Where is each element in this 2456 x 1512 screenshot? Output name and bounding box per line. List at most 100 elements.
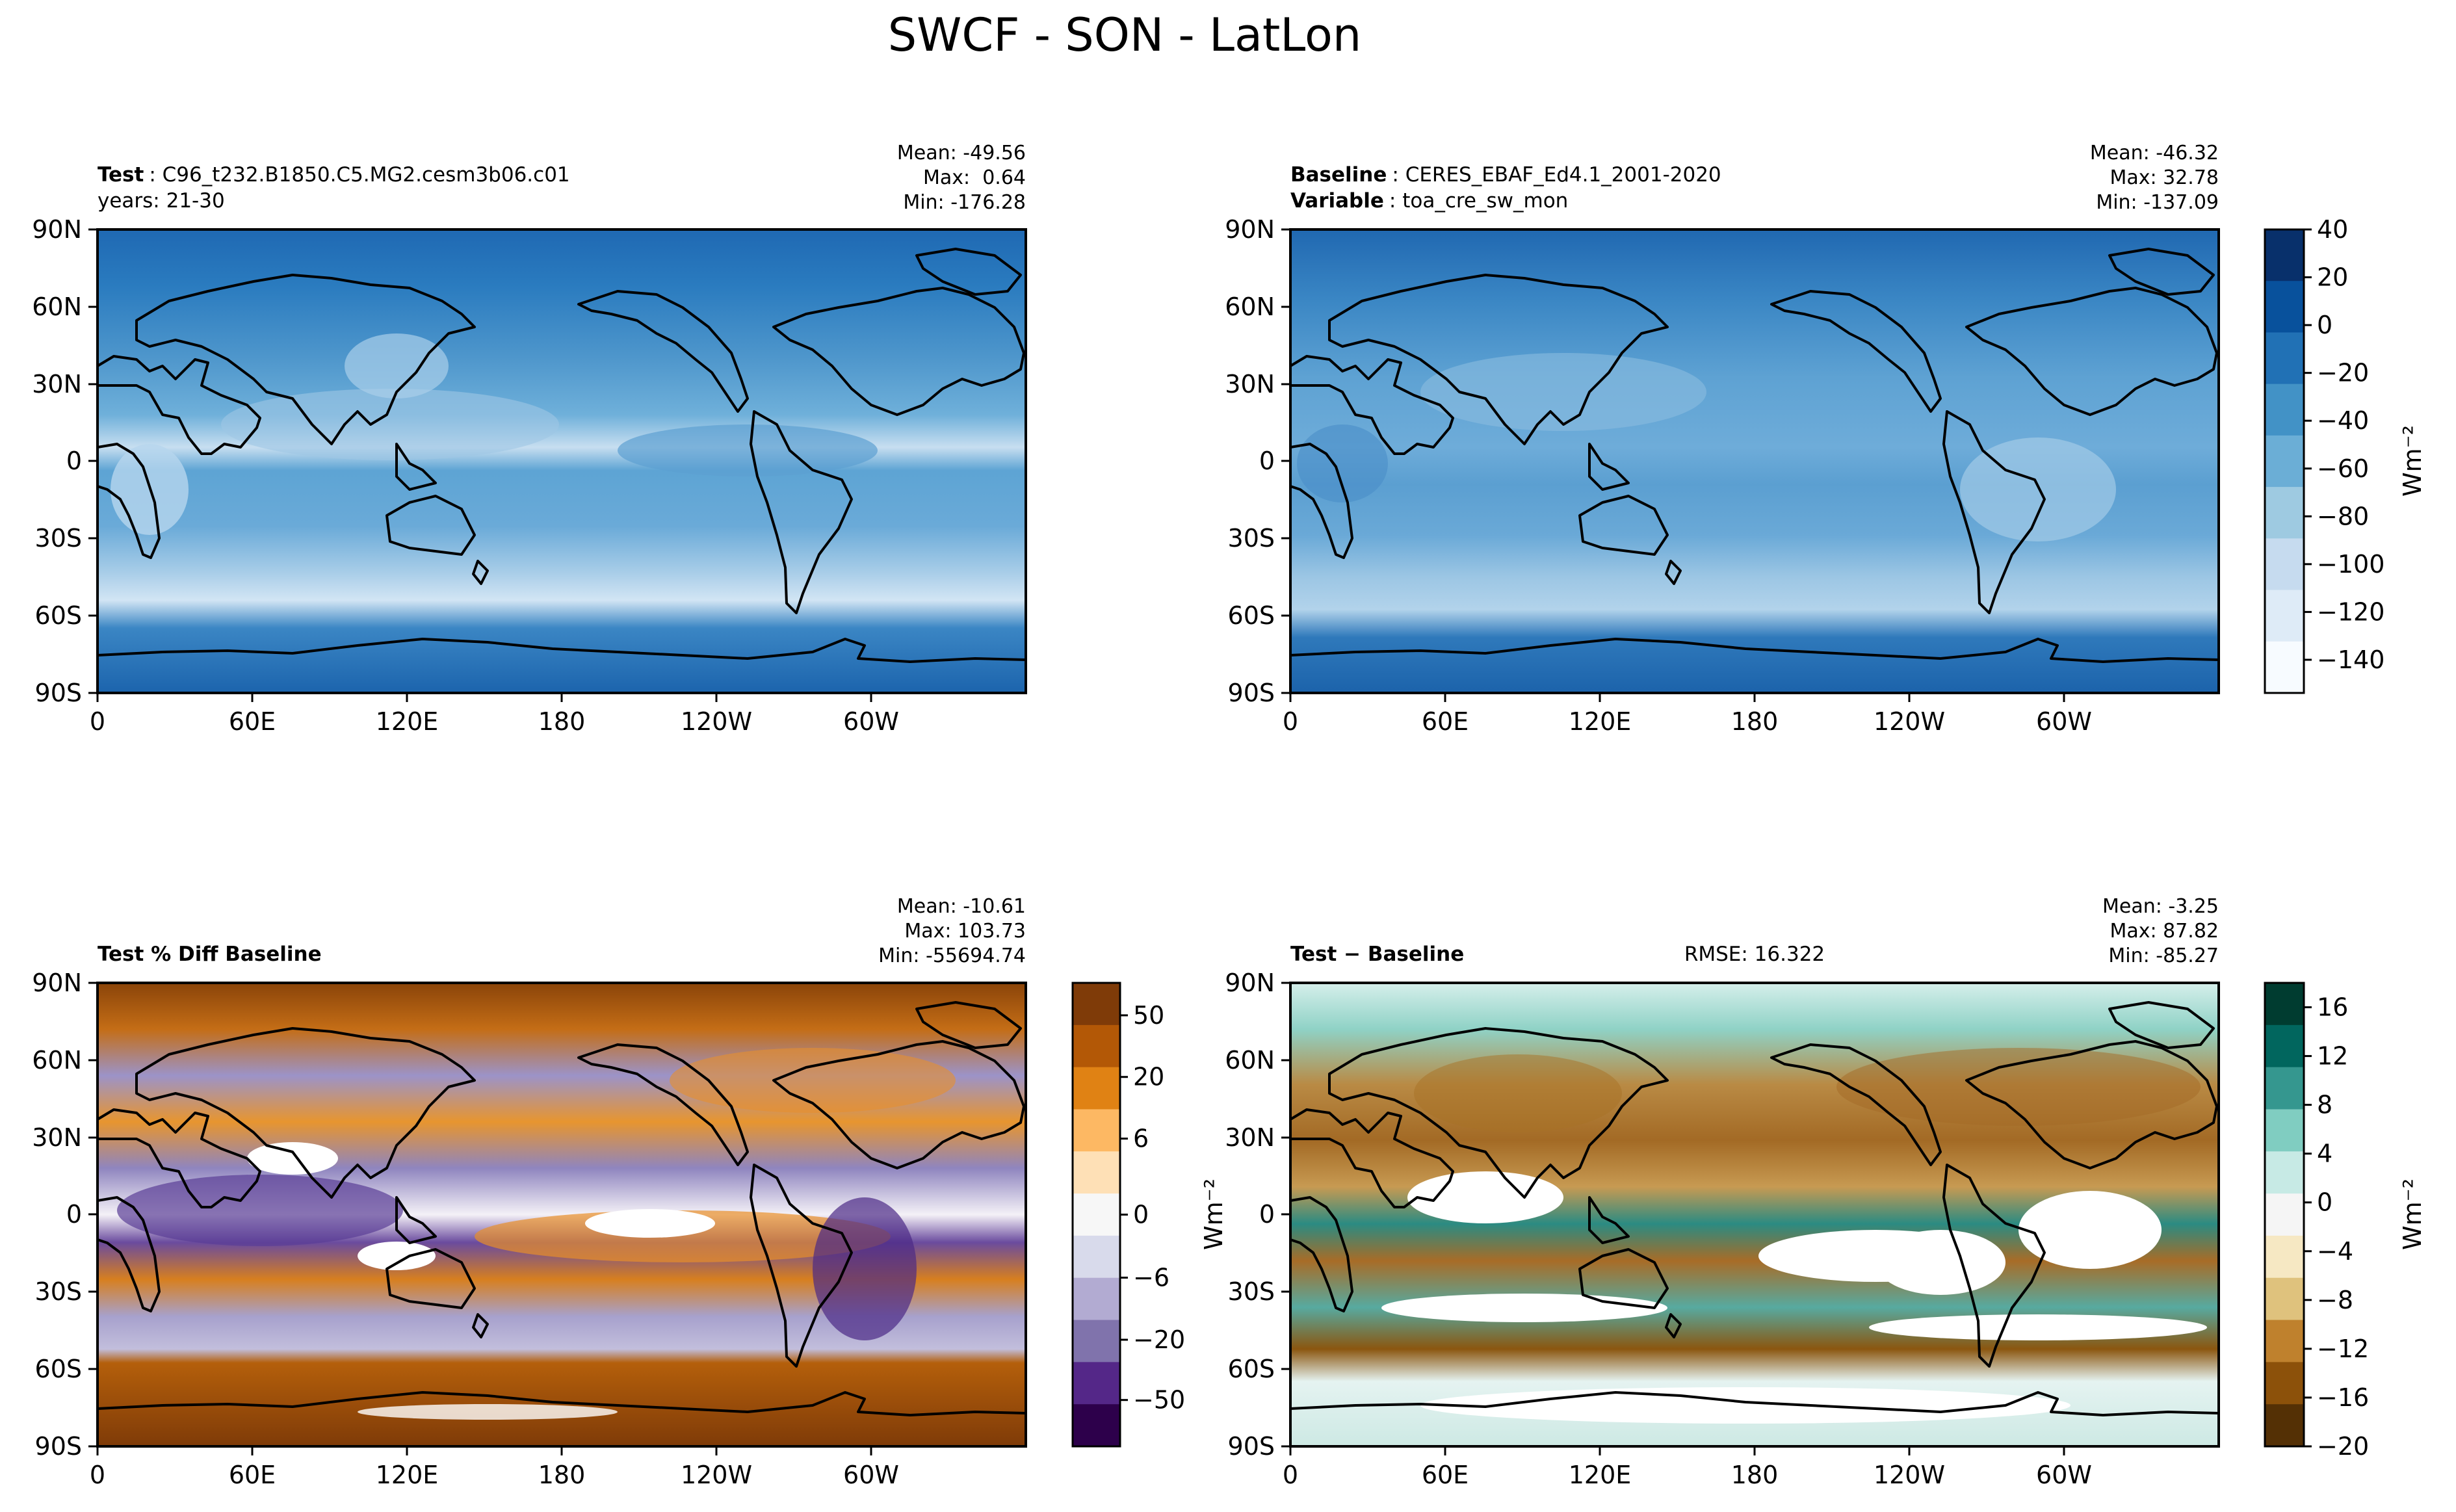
panel-test-label: Test: C96_t232.B1850.C5.MG2.cesm3b06.c01 (98, 163, 570, 187)
lon-label: 0 (1283, 707, 1298, 736)
colorbar-tick-label: 8 (2317, 1091, 2332, 1119)
colorbar-tick-label: −8 (2317, 1286, 2353, 1314)
lat-label: 60N (32, 1046, 82, 1075)
lat-label: 0 (66, 1200, 82, 1229)
colorbar-band (2265, 229, 2304, 281)
lon-label: 120W (681, 707, 752, 736)
panel-diff-map (1290, 983, 2219, 1446)
colorbar-band (1073, 1236, 1120, 1278)
lat-label: 60N (1225, 293, 1275, 321)
colorbar-band (2265, 281, 2304, 333)
colorbar-tick-label: −60 (2317, 454, 2369, 483)
panel-diff-rmse: RMSE: 16.322 (1684, 943, 1825, 966)
colorbar-band (2265, 1236, 2304, 1278)
panel-pctdiff-max: Max: 103.73 (904, 920, 1026, 943)
colorbar-band (2265, 1151, 2304, 1193)
panel-diff-min: Min: -85.27 (2108, 945, 2219, 967)
lat-label: 30S (1228, 524, 1275, 553)
figure-title: SWCF - SON - LatLon (888, 8, 1362, 62)
colorbar-tick-label: −140 (2317, 645, 2384, 674)
lat-label: 60S (35, 601, 82, 630)
colorbar-band (2265, 1109, 2304, 1151)
lat-label: 60N (32, 293, 82, 321)
lon-label: 60W (2036, 707, 2092, 736)
colorbar-band (2265, 487, 2304, 539)
panel-test-min: Min: -176.28 (903, 191, 1026, 214)
lon-label: 60W (843, 707, 899, 736)
colorbar-tick-label: 0 (1133, 1201, 1149, 1229)
panel-baseline-map (1290, 229, 2219, 693)
colorbar-tick-label: −20 (2317, 1432, 2369, 1461)
lon-label: 120W (681, 1461, 752, 1489)
panel-diff: Test − Baseline RMSE: 16.322 Mean: -3.25… (1225, 895, 2219, 1489)
panel-diff-mean: Mean: -3.25 (2102, 895, 2219, 918)
colorbar-band (2265, 1278, 2304, 1320)
lat-label: 90S (35, 1432, 82, 1461)
panel-test-max: Max: 0.64 (923, 166, 1026, 189)
colorbar-tick-label: −40 (2317, 406, 2369, 435)
colorbar-band (2265, 1320, 2304, 1362)
panel-pctdiff-min: Min: -55694.74 (878, 945, 1026, 967)
lon-label: 0 (90, 1461, 105, 1489)
panel-baseline-min: Min: -137.09 (2096, 191, 2219, 214)
lon-label: 120E (376, 707, 439, 736)
lat-label: 60N (1225, 1046, 1275, 1075)
colorbar-tick-label: 40 (2317, 215, 2348, 244)
colorbar-band (2265, 1193, 2304, 1236)
colorbar-tick-label: −50 (1133, 1386, 1185, 1414)
lat-label: 60S (1228, 601, 1275, 630)
panel-test: Test: C96_t232.B1850.C5.MG2.cesm3b06.c01… (32, 142, 1026, 736)
lon-label: 60E (229, 1461, 276, 1489)
lon-label: 180 (1731, 1461, 1779, 1489)
lat-label: 90N (32, 969, 82, 997)
panel-diff-max: Max: 87.82 (2110, 920, 2219, 943)
lon-label: 60W (2036, 1461, 2092, 1489)
colorbar-tick-label: 16 (2317, 993, 2348, 1022)
colorbar-tick-label: −100 (2317, 550, 2384, 579)
lat-label: 30S (35, 1277, 82, 1306)
colorbar-band (2265, 384, 2304, 436)
lat-label: 60S (1228, 1355, 1275, 1383)
colorbar-band (1073, 1362, 1120, 1404)
panel-pctdiff: Test % Diff Baseline Mean: -10.61 Max: 1… (32, 895, 1026, 1489)
colorbar-pct: 50 20 6 0 −6 −20 −50 (1073, 983, 1185, 1447)
panel-baseline-variable: Variable: toa_cre_sw_mon (1290, 189, 1568, 213)
colorbar-tick-label: 20 (2317, 263, 2348, 292)
colorbar-tick-label: 0 (2317, 311, 2332, 339)
colorbar-tick-label: −120 (2317, 597, 2384, 626)
colorbar-tick-label: −12 (2317, 1335, 2369, 1363)
colorbar-tick-label: 12 (2317, 1042, 2348, 1071)
figure: SWCF - SON - LatLon Test: C96_t232.B1850… (0, 0, 2456, 1512)
panel-diff-label: Test − Baseline (1290, 943, 1464, 966)
lat-label: 30S (1228, 1277, 1275, 1306)
panel-baseline-max: Max: 32.78 (2110, 166, 2219, 189)
panel-test-map (98, 229, 1026, 693)
colorbar-tick-label: −16 (2317, 1383, 2369, 1412)
colorbar-band (2265, 642, 2304, 694)
colorbar-band (1073, 1404, 1120, 1446)
colorbar-tick-label: −20 (2317, 359, 2369, 387)
lon-label: 60W (843, 1461, 899, 1489)
lon-label: 120E (1569, 707, 1632, 736)
colorbar-diff: 16 12 8 4 0 −4 −8 −12 −16 −20 Wm⁻² (2265, 983, 2427, 1461)
colorbar-main: 40 20 0 −20 −40 −60 −80 −100 −120 −140 Wm⁻² (2265, 215, 2427, 694)
colorbar-band (1073, 1320, 1120, 1362)
lon-label: 120W (1874, 707, 1945, 736)
colorbar-band (1073, 1109, 1120, 1151)
lat-label: 30S (35, 524, 82, 553)
lat-label: 30N (32, 370, 82, 398)
colorbar-tick-label: 6 (1133, 1125, 1149, 1153)
colorbar-diff-unit: Wm⁻² (2398, 1179, 2427, 1250)
colorbar-band (2265, 538, 2304, 590)
lat-label: 0 (66, 447, 82, 475)
panel-test-mean: Mean: -49.56 (897, 142, 1026, 164)
colorbar-tick-label: 0 (2317, 1188, 2332, 1217)
lon-label: 0 (90, 707, 105, 736)
lat-label: 0 (1259, 1200, 1275, 1229)
lon-label: 60E (229, 707, 276, 736)
colorbar-band (2265, 1404, 2304, 1446)
colorbar-band (1073, 1151, 1120, 1193)
lat-label: 90N (1225, 215, 1275, 244)
panel-baseline: Baseline: CERES_EBAF_Ed4.1_2001-2020 Var… (1225, 142, 2219, 736)
colorbar-tick-label: 20 (1133, 1063, 1164, 1091)
